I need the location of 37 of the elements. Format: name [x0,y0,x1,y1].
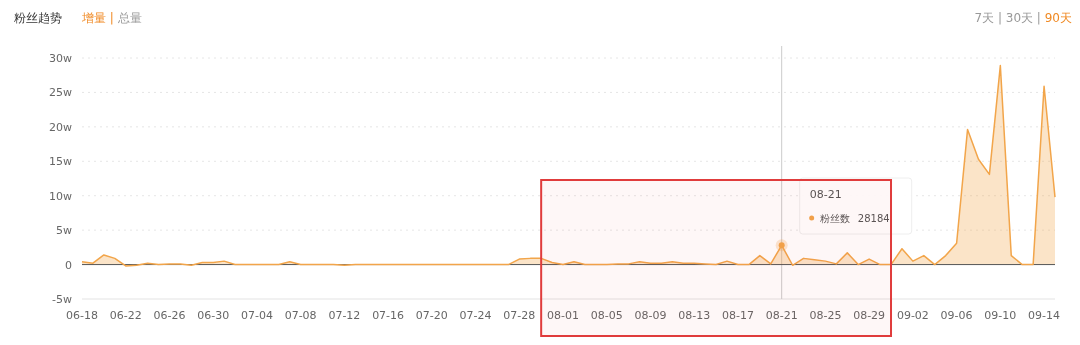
x-tick-label: 08-17 [721,309,754,322]
x-tick-label: 07-04 [240,309,273,322]
x-tick-label: 08-25 [809,309,842,322]
text: 粉丝数 [819,213,850,224]
chart-title: 粉丝趋势 [14,11,62,25]
x-tick-label: 08-05 [590,309,623,322]
x-tick-label: 09-06 [940,309,973,322]
annotation: 28184 [857,213,890,224]
x-tick-label: 09-14 [1028,309,1061,322]
x-tick-label: 08-13 [678,309,711,322]
x-tick-label: 07-16 [372,309,405,322]
y-tick-label: 15w [49,155,72,169]
y-tick-label: 25w [49,86,72,100]
annotation: 08-21 [809,188,842,201]
x-tick-label: 08-09 [634,309,667,322]
x-tick-label: 08-01 [547,309,580,322]
y-tick-label: 0 [65,258,72,272]
x-tick-label: 08-29 [853,309,886,322]
y-tick-label: -5w [52,293,72,306]
x-tick-label: 06-26 [153,309,186,322]
x-tick-label: 08-21 [765,309,798,322]
y-tick-label: 20w [49,120,72,134]
x-tick-label: 07-28 [503,309,536,322]
x-tick-label: 07-24 [459,309,492,322]
y-tick-label: 5w [56,224,72,238]
x-tick-label: 07-08 [284,309,317,322]
text: 7天 | 30天 | 90天 [974,11,1072,25]
x-tick-label: 09-10 [984,309,1017,322]
x-tick-label: 09-02 [896,309,929,322]
x-tick-label: 06-18 [66,309,98,322]
y-tick-label: 30w [49,52,72,65]
x-tick-label: 06-22 [109,309,142,322]
x-tick-label: 06-30 [197,309,230,322]
text: 增量 | 总量 [81,11,142,25]
x-tick-label: 07-12 [328,309,361,322]
x-tick-label: 07-20 [415,309,448,322]
y-tick-label: 10w [49,189,72,203]
